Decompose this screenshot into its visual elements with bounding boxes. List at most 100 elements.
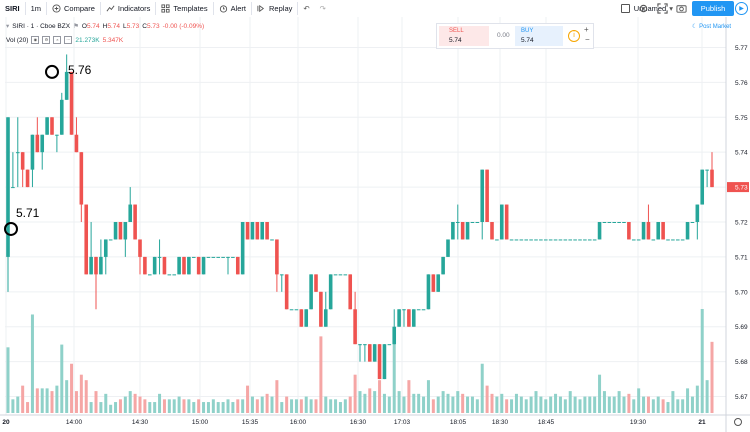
volume-bar (495, 396, 499, 413)
volume-bar (270, 396, 274, 413)
candle-body (480, 169, 485, 222)
time-tick-label: 15:35 (242, 419, 259, 426)
volume-bar (695, 385, 699, 413)
candle-body (45, 117, 49, 135)
buy-button[interactable]: BUY 5.74 (515, 26, 563, 46)
time-tick-label: 15:00 (192, 419, 209, 426)
candle-body (436, 274, 441, 292)
annotation-label: 5.76 (68, 63, 92, 77)
candle-body (196, 256, 201, 275)
candle-body (578, 239, 582, 241)
candle-body (245, 222, 250, 240)
layout-square-icon (620, 4, 630, 13)
more-icon[interactable]: ⋯ (64, 36, 73, 44)
info-icon[interactable]: i (568, 30, 580, 42)
toolbar-divider (212, 2, 214, 15)
volume-bar (221, 402, 225, 413)
redo-button[interactable]: ↷ (315, 0, 331, 17)
candle-body (211, 256, 216, 258)
candle-body (617, 222, 621, 223)
candle-body (485, 169, 489, 222)
candle-body (622, 222, 626, 223)
candle-body (460, 222, 465, 240)
volume-bar (637, 388, 641, 413)
candle-body (40, 134, 45, 153)
candle-body (157, 256, 162, 258)
alert-button[interactable]: Alert (214, 0, 251, 17)
volume-bar (554, 393, 558, 413)
indicators-button[interactable]: Indicators (101, 0, 156, 17)
volume-bar (632, 399, 636, 413)
candle-body (235, 256, 240, 275)
candle-body (710, 169, 714, 188)
volume-bar (368, 388, 372, 413)
time-tick-label: 17:03 (394, 419, 411, 426)
volume-bar (114, 402, 118, 413)
candle-body (138, 239, 142, 257)
time-tick-label: 16:00 (290, 419, 307, 426)
replay-button[interactable]: Replay (252, 0, 297, 17)
volume-label[interactable]: Vol (20) (6, 36, 29, 44)
toolbar-divider (99, 2, 101, 15)
ohlc-high: H5.74 (102, 22, 120, 30)
templates-button[interactable]: Templates (156, 0, 212, 17)
volume-bar (45, 388, 49, 413)
toolbar-divider (46, 2, 48, 15)
candle-body (270, 239, 274, 241)
candle-body (568, 239, 573, 241)
candle-body (260, 222, 265, 240)
close-icon[interactable]: × (53, 36, 62, 44)
sell-button[interactable]: SELL 5.74 (439, 26, 489, 46)
interval-button[interactable]: 1m (26, 0, 46, 17)
settings-gear-icon[interactable] (638, 3, 649, 14)
minus-icon[interactable]: − (585, 35, 590, 44)
layout-name: Unnamed (633, 4, 667, 13)
candle-body (387, 344, 392, 346)
time-tick-label: 18:30 (492, 419, 509, 426)
fullscreen-icon[interactable] (657, 3, 668, 14)
publish-button[interactable]: Publish (692, 1, 734, 16)
candle-body (118, 222, 123, 240)
candle-body (514, 239, 519, 241)
candle-body (563, 239, 568, 241)
volume-bar (461, 393, 465, 413)
candle-body (59, 99, 64, 135)
candle-body (167, 274, 172, 276)
eye-icon[interactable]: ◉ (31, 36, 40, 44)
candle-body (265, 222, 269, 240)
buy-label: BUY (521, 28, 534, 34)
legend-eye-icon[interactable]: ▾ (6, 23, 10, 30)
legend-title[interactable]: SIRI · 1 · Cboe BZX (12, 22, 71, 30)
candle-body (255, 222, 260, 240)
candle-body (6, 117, 10, 257)
compare-button[interactable]: Compare (47, 0, 100, 17)
volume-bar (534, 391, 538, 413)
time-tick-label: 19:30 (630, 419, 647, 426)
candle-body (358, 344, 362, 346)
volume-bar (671, 391, 675, 413)
candle-body (103, 239, 108, 257)
volume-bar (480, 363, 484, 413)
candle-body (534, 239, 538, 241)
plus-icon[interactable]: + (584, 25, 589, 34)
candle-body (299, 309, 304, 327)
volume-bar (431, 399, 435, 413)
symbol-search[interactable]: SIRI (0, 0, 25, 17)
play-icon[interactable]: ▶ (735, 2, 748, 15)
layout-menu-button[interactable]: Unnamed ▾ (616, 0, 678, 17)
candle-body (333, 274, 338, 276)
volume-bar (422, 396, 426, 413)
settings-icon[interactable]: ⚙ (42, 36, 51, 44)
camera-icon[interactable] (676, 3, 687, 14)
candle-body (323, 309, 328, 327)
candle-body (143, 256, 147, 275)
volume-bar (6, 347, 10, 413)
volume-bar (412, 393, 416, 413)
chart-canvas[interactable]: 5.77 5.76 5.75 5.74 5.73 5.72 5.71 5.70 5.69 5.68… (0, 17, 750, 432)
volume-bar (79, 374, 83, 413)
candle-body (475, 222, 480, 223)
undo-button[interactable]: ↶ (298, 0, 314, 17)
candle-body (128, 204, 133, 222)
candle-body (79, 152, 84, 205)
candle-body (172, 274, 177, 276)
